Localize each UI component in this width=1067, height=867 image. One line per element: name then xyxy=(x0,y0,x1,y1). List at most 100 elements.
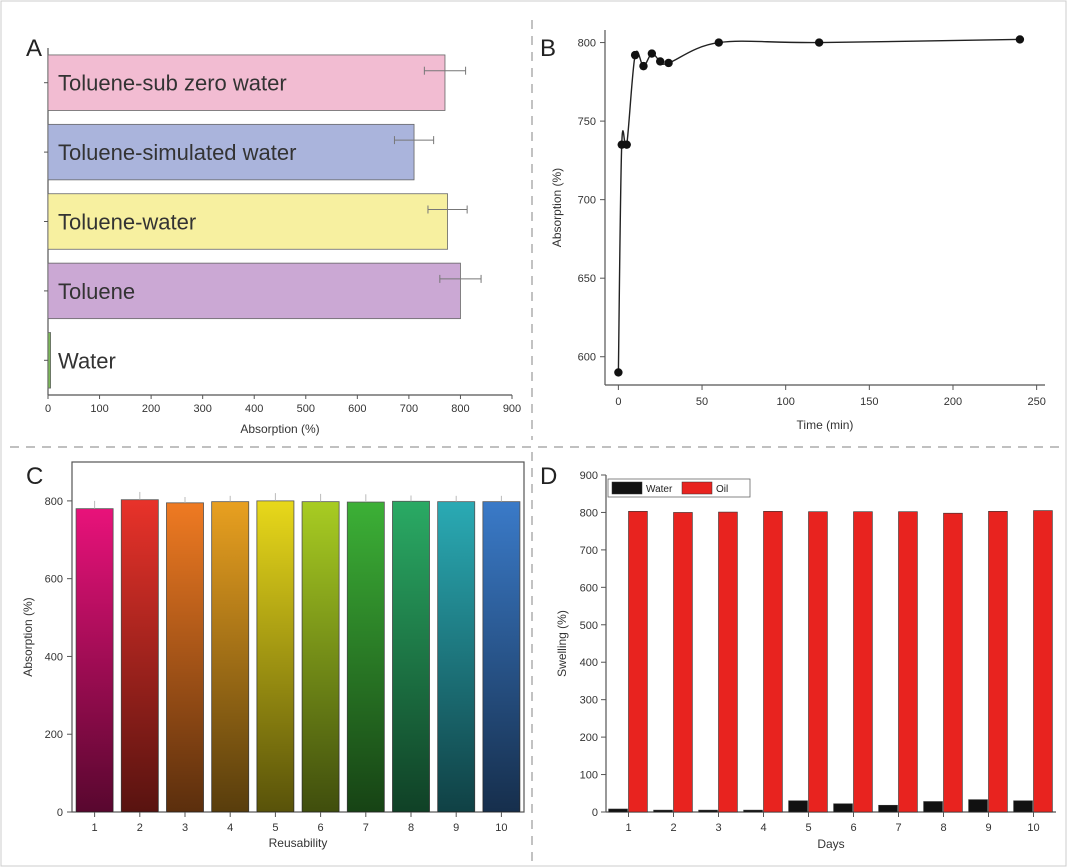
panel-a-chart: 0 100 200 300 400 500 600 700 800 900 Toluene-sub … xyxy=(44,48,521,436)
panel-a-x-tick-label: 700 xyxy=(400,403,418,415)
panel-b-y-tick-label: 700 xyxy=(578,195,596,207)
panel-b-y-tick-label: 650 xyxy=(578,273,596,285)
panel-d-bar-water xyxy=(923,801,943,813)
panel-c-y-axis-label: Absorption (%) xyxy=(21,597,35,676)
panel-d-bar-oil xyxy=(808,511,828,813)
panel-b-x-tick-label: 100 xyxy=(777,396,795,408)
panel-d-bar-water xyxy=(1013,800,1033,813)
panel-d-y-tick-label: 100 xyxy=(580,770,598,782)
panel-d-y-tick-label: 200 xyxy=(580,732,598,744)
panel-d-bar-water xyxy=(743,809,763,813)
panel-d-y-tick-label: 700 xyxy=(580,545,598,557)
panel-c-bar-shading xyxy=(256,500,294,812)
panel-c-x-tick-label: 8 xyxy=(408,822,414,834)
panel-c-x-axis-label: Reusability xyxy=(269,836,328,850)
panel-c-x-tick-label: 4 xyxy=(227,822,233,834)
panel-a-bar-label: Toluene-water xyxy=(58,210,196,235)
panel-d-x-tick-label: 10 xyxy=(1027,822,1039,834)
panel-b-chart: 0 50 100 150 200 250 600 650 700 750 800 Time (min)… xyxy=(550,30,1046,432)
panel-c-x-tick-label: 6 xyxy=(318,822,324,834)
panel-d-y-tick-label: 400 xyxy=(580,657,598,669)
panel-d-x-tick-label: 4 xyxy=(760,822,766,834)
panel-d-x-tick-label: 6 xyxy=(850,822,856,834)
panel-d-bar-oil xyxy=(853,511,873,813)
panel-a-x-tick-label: 200 xyxy=(142,403,160,415)
panel-b-y-axis-label: Absorption (%) xyxy=(550,168,564,247)
panel-label-b: B xyxy=(540,35,556,62)
panel-d-bar-oil xyxy=(763,511,783,813)
panel-b-x-tick-label: 250 xyxy=(1027,396,1045,408)
panel-label-c: C xyxy=(26,463,43,490)
panel-c-y-tick-label: 400 xyxy=(45,651,63,663)
panel-d-y-axis-label: Swelling (%) xyxy=(555,610,569,677)
panel-d-y-tick-label: 500 xyxy=(580,620,598,632)
panel-c-bar-shading xyxy=(302,501,340,812)
panel-d-bar-water xyxy=(968,799,988,813)
panel-d-legend-swatch-oil xyxy=(681,481,713,495)
panel-b-data-point xyxy=(814,38,824,47)
panel-b-data-point xyxy=(1015,35,1025,44)
panel-b-y-tick-label: 800 xyxy=(578,38,596,50)
panel-b-data-point xyxy=(614,368,623,377)
panel-d-bar-water xyxy=(653,809,673,813)
panel-d-bar-oil xyxy=(628,511,648,813)
panel-b-data-point xyxy=(714,38,723,47)
panel-d-y-tick-label: 300 xyxy=(580,695,598,707)
panel-b-y-tick-label: 750 xyxy=(578,116,596,128)
panel-d-x-tick-label: 8 xyxy=(940,822,946,834)
panel-d-x-tick-label: 1 xyxy=(625,822,631,834)
panel-d-bar-oil xyxy=(1033,510,1053,813)
panel-b-x-tick-label: 200 xyxy=(944,396,962,408)
panel-b-data-point xyxy=(630,50,640,60)
panel-c-plot-frame xyxy=(71,461,525,813)
panel-a-bar xyxy=(47,332,51,389)
panel-d-y-tick-label: 0 xyxy=(592,807,598,819)
panel-d-bar-water xyxy=(608,808,628,813)
panel-c-bar-shading xyxy=(76,508,114,812)
panel-c-x-tick-label: 3 xyxy=(182,822,188,834)
panel-b-x-tick-label: 150 xyxy=(860,396,878,408)
panel-d-legend-label: Water xyxy=(646,484,673,495)
panel-c-bar-shading xyxy=(347,502,385,812)
panel-d-legend-swatch-water xyxy=(611,481,643,495)
panel-c-x-tick-label: 5 xyxy=(272,822,278,834)
panel-b-data-point xyxy=(622,140,631,149)
panel-label-a: A xyxy=(26,35,42,62)
panel-c-x-tick-label: 2 xyxy=(137,822,143,834)
panel-d-x-tick-label: 7 xyxy=(895,822,901,834)
panel-b-y-tick-label: 600 xyxy=(578,352,596,364)
panel-c-bar-shading xyxy=(482,501,520,812)
panel-c-bar-shading xyxy=(121,499,159,812)
panel-a-bar-label: Toluene-simulated water xyxy=(58,140,296,165)
panel-a-bar xyxy=(47,123,415,181)
panel-c-bar-shading xyxy=(392,501,430,812)
panel-c-x-tick-label: 9 xyxy=(453,822,459,834)
panel-c-bar-shading xyxy=(437,501,475,812)
panel-a-bar-label: Toluene xyxy=(58,279,135,304)
panel-d-x-tick-label: 9 xyxy=(985,822,991,834)
panel-b-x-axis-label: Time (min) xyxy=(797,418,854,432)
panel-a-bar-label: Water xyxy=(58,348,116,373)
panel-d-bar-water xyxy=(788,800,808,813)
panel-d-y-tick-label: 800 xyxy=(580,507,598,519)
panel-b-data-point xyxy=(664,58,673,68)
panel-a-x-axis-label: Absorption (%) xyxy=(240,422,319,436)
panel-a-x-tick-label: 0 xyxy=(45,403,51,415)
panel-d-x-tick-label: 5 xyxy=(805,822,811,834)
panel-a-x-tick-label: 800 xyxy=(451,403,469,415)
panel-d-chart: 0 100 200 300 400 500 600 700 800 900 1 2 3 4 5 6 7 8 9 10 W… xyxy=(555,470,1056,851)
panel-a-bar xyxy=(47,193,448,250)
panel-c-x-tick-label: 7 xyxy=(363,822,369,834)
panel-c-x-tick-label: 1 xyxy=(92,822,98,834)
panel-d-bar-oil xyxy=(673,512,693,813)
panel-b-data-point xyxy=(647,49,657,58)
panel-d-bar-water xyxy=(833,803,853,813)
panel-b-data-point xyxy=(656,57,665,66)
panel-a-x-tick-label: 300 xyxy=(193,403,211,415)
panel-d-bar-oil xyxy=(988,511,1008,813)
panel-d-bar-oil xyxy=(943,512,963,813)
panel-d-y-tick-label: 600 xyxy=(580,582,598,594)
panel-a-x-tick-label: 500 xyxy=(297,403,315,415)
panel-b-data-point xyxy=(639,61,648,71)
